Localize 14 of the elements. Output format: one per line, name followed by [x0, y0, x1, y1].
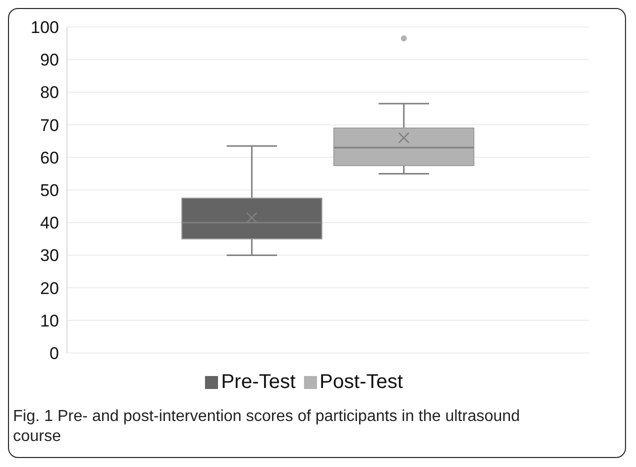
y-tick-label: 50: [40, 181, 59, 200]
y-tick-label: 60: [40, 148, 59, 168]
y-tick-label: 10: [40, 311, 59, 330]
caption: Fig. 1 Pre- and post-intervention scores of participants in the ultrasound course: [13, 407, 521, 447]
y-tick-label: 70: [40, 116, 59, 135]
y-tick-label: 40: [40, 214, 59, 233]
y-tick-label: 30: [40, 246, 59, 266]
y-tick-label: 20: [40, 278, 59, 298]
y-tick-label: 0: [50, 344, 59, 364]
y-tick-label: 100: [30, 18, 59, 38]
legend-label: Pre-Test: [221, 371, 296, 394]
legend-label: Post-Test: [320, 371, 403, 394]
y-tick-label: 90: [40, 50, 59, 70]
y-tick-label: 80: [40, 83, 59, 102]
